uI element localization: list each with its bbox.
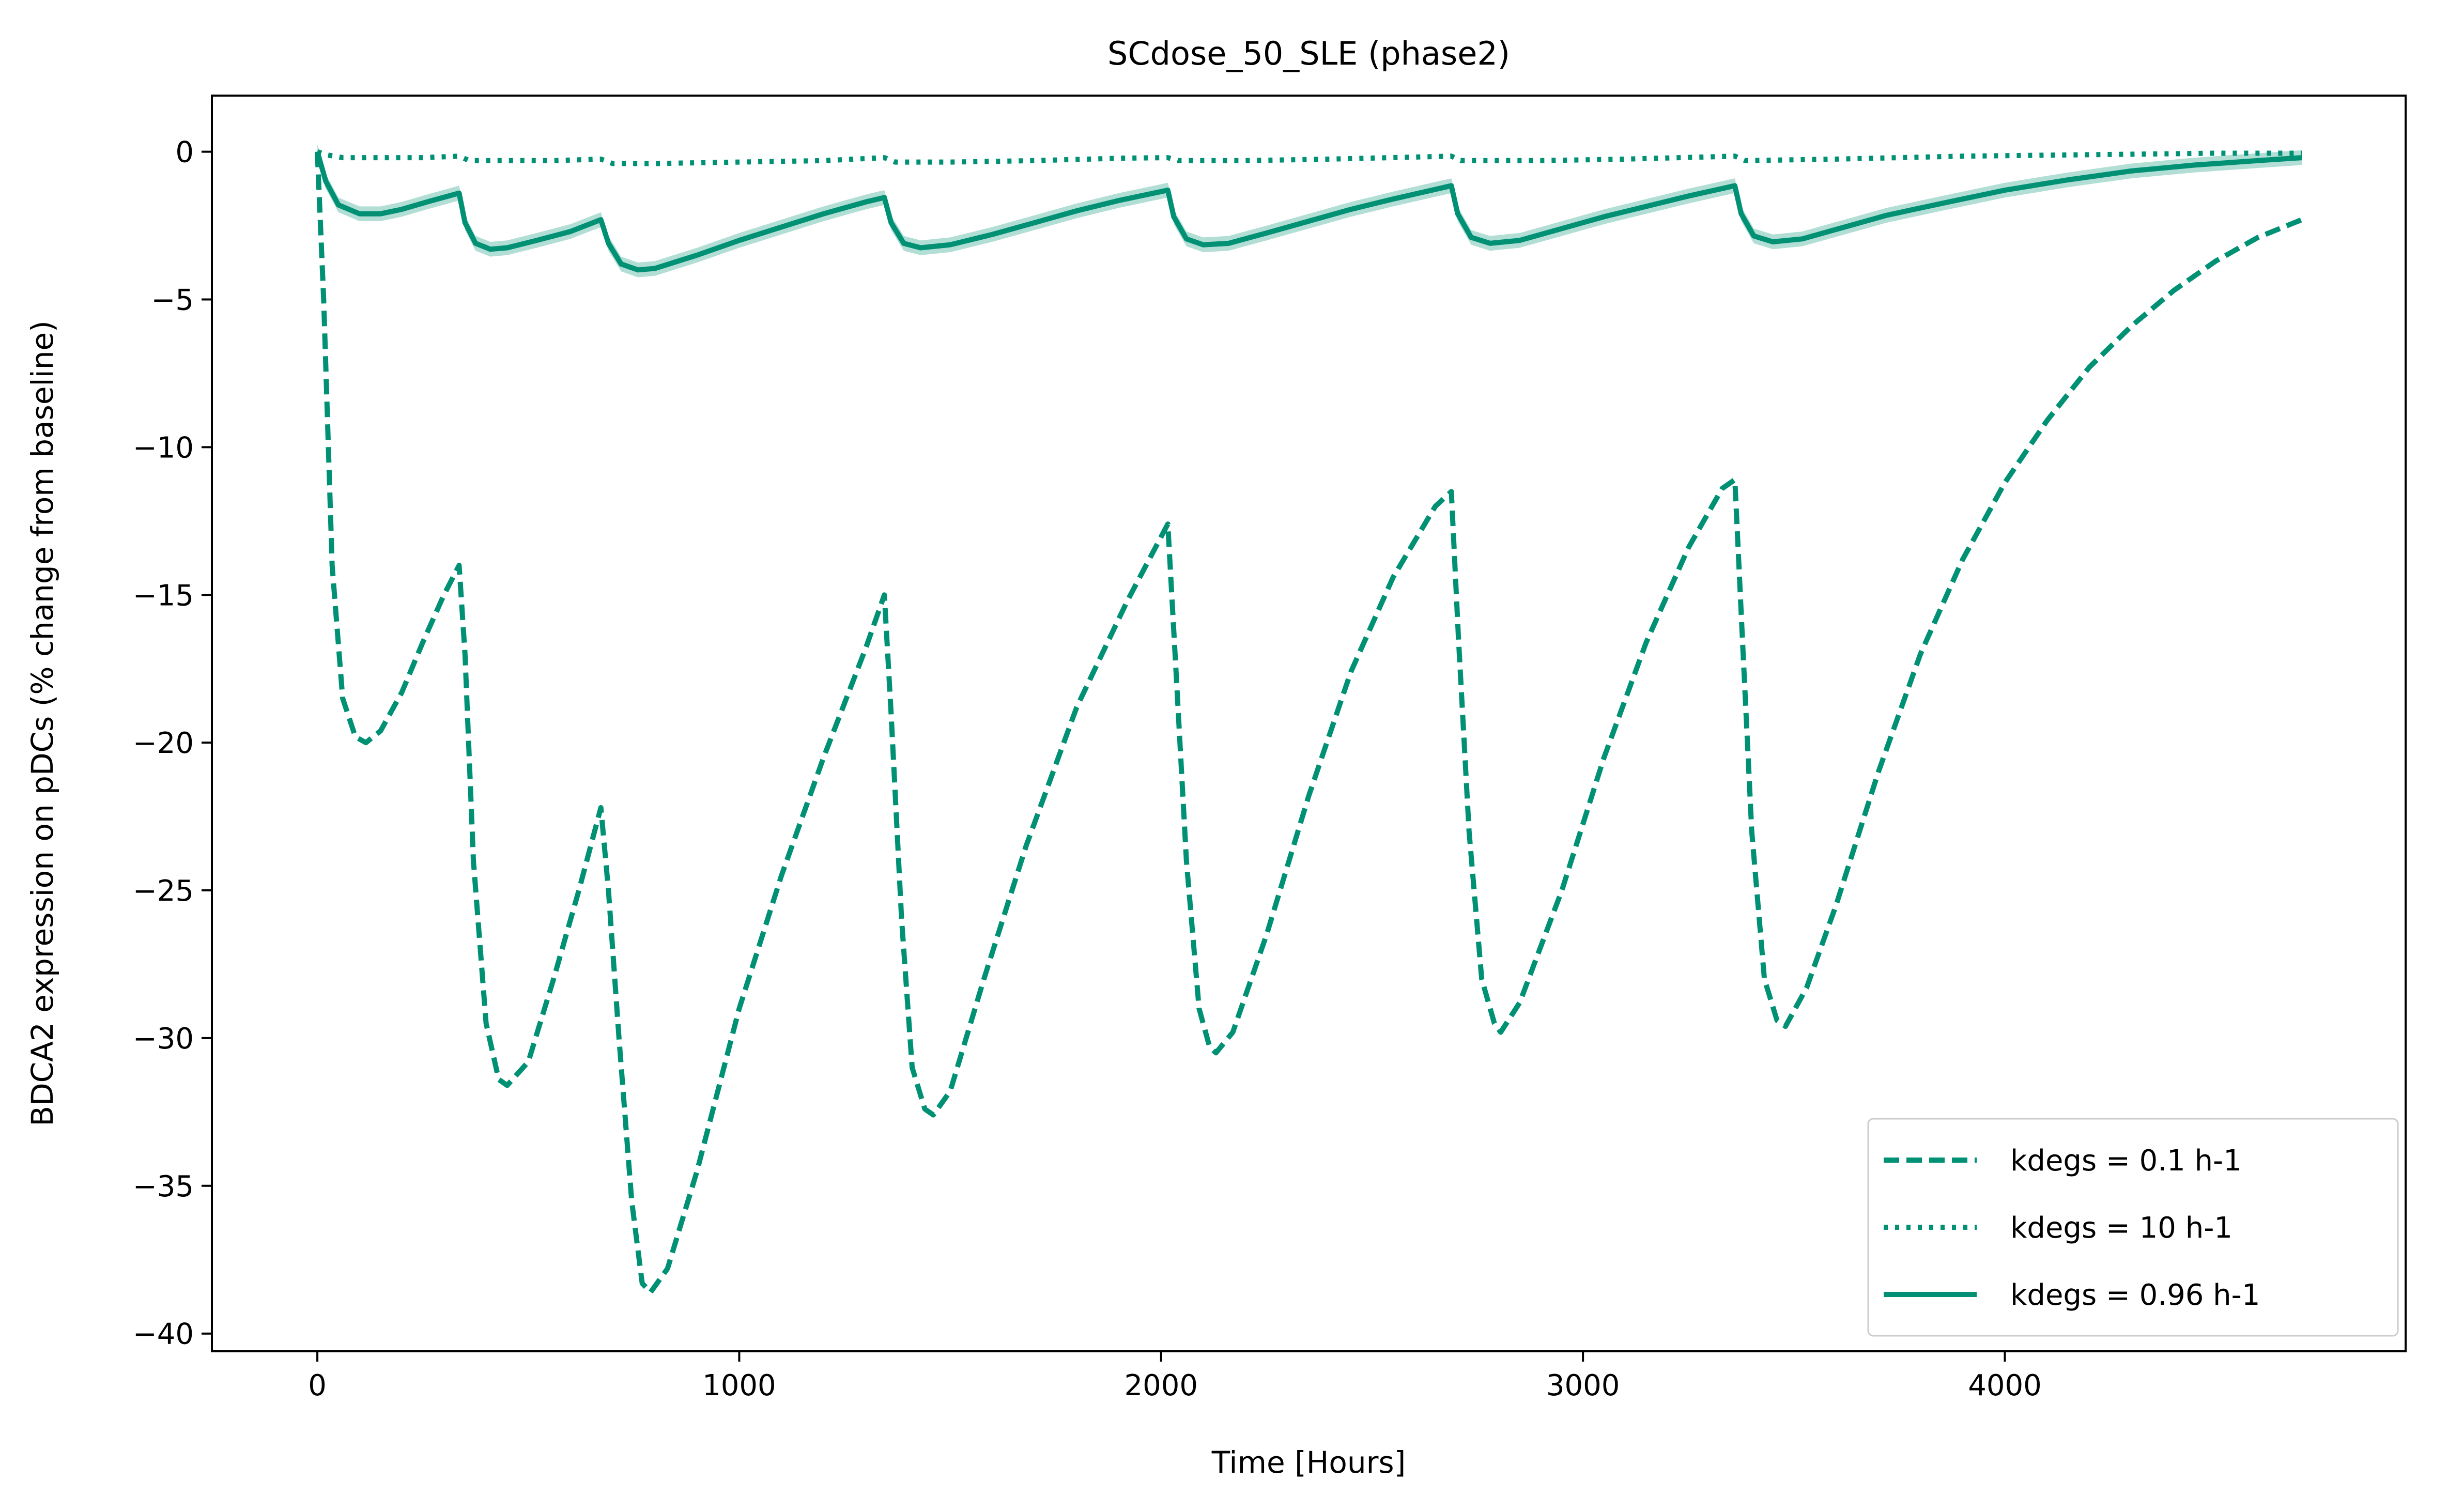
y-tick-label: −30 bbox=[133, 1022, 194, 1056]
y-tick-label: −10 bbox=[133, 431, 194, 465]
y-tick-label: 0 bbox=[175, 136, 194, 169]
x-tick-label: 3000 bbox=[1546, 1369, 1620, 1402]
plot-area bbox=[211, 95, 2407, 1352]
chart-title: SCdose_50_SLE (phase2) bbox=[1107, 35, 1510, 72]
series-band-2 bbox=[317, 144, 2302, 277]
series-line-1 bbox=[316, 149, 2302, 166]
x-tick-label: 1000 bbox=[702, 1369, 776, 1402]
x-tick-label: 0 bbox=[308, 1369, 327, 1402]
legend-label-0: kdegs = 0.1 h-1 bbox=[2010, 1144, 2242, 1178]
y-axis-label: BDCA2 expression on pDCs (% change from … bbox=[25, 320, 60, 1127]
series-layer bbox=[315, 144, 2303, 1295]
plot-frame bbox=[211, 95, 2407, 1352]
legend-label-2: kdegs = 0.96 h-1 bbox=[2010, 1278, 2260, 1312]
x-axis: 0 1000 2000 3000 4000 bbox=[308, 1351, 2042, 1402]
y-tick-label: −15 bbox=[133, 579, 194, 612]
legend: kdegs = 0.1 h-1 kdegs = 10 h-1 kdegs = 0.9… bbox=[1867, 1118, 2399, 1337]
series-line-0 bbox=[315, 151, 2303, 1295]
y-tick-label: −20 bbox=[133, 727, 194, 760]
y-tick-label: −25 bbox=[133, 874, 194, 908]
x-axis-label: Time [Hours] bbox=[1211, 1445, 1406, 1480]
series-line-2 bbox=[315, 151, 2302, 273]
x-tick-label: 2000 bbox=[1125, 1369, 1198, 1402]
x-tick-label: 4000 bbox=[1968, 1369, 2042, 1402]
y-axis: 0 −5 −10 −15 −20 −25 −30 −35 −40 bbox=[133, 136, 212, 1351]
y-tick-label: −5 bbox=[151, 284, 194, 317]
legend-label-1: kdegs = 10 h-1 bbox=[2010, 1211, 2233, 1245]
legend-box bbox=[1867, 1118, 2399, 1337]
y-tick-label: −40 bbox=[133, 1318, 194, 1351]
y-tick-label: −35 bbox=[133, 1170, 194, 1204]
